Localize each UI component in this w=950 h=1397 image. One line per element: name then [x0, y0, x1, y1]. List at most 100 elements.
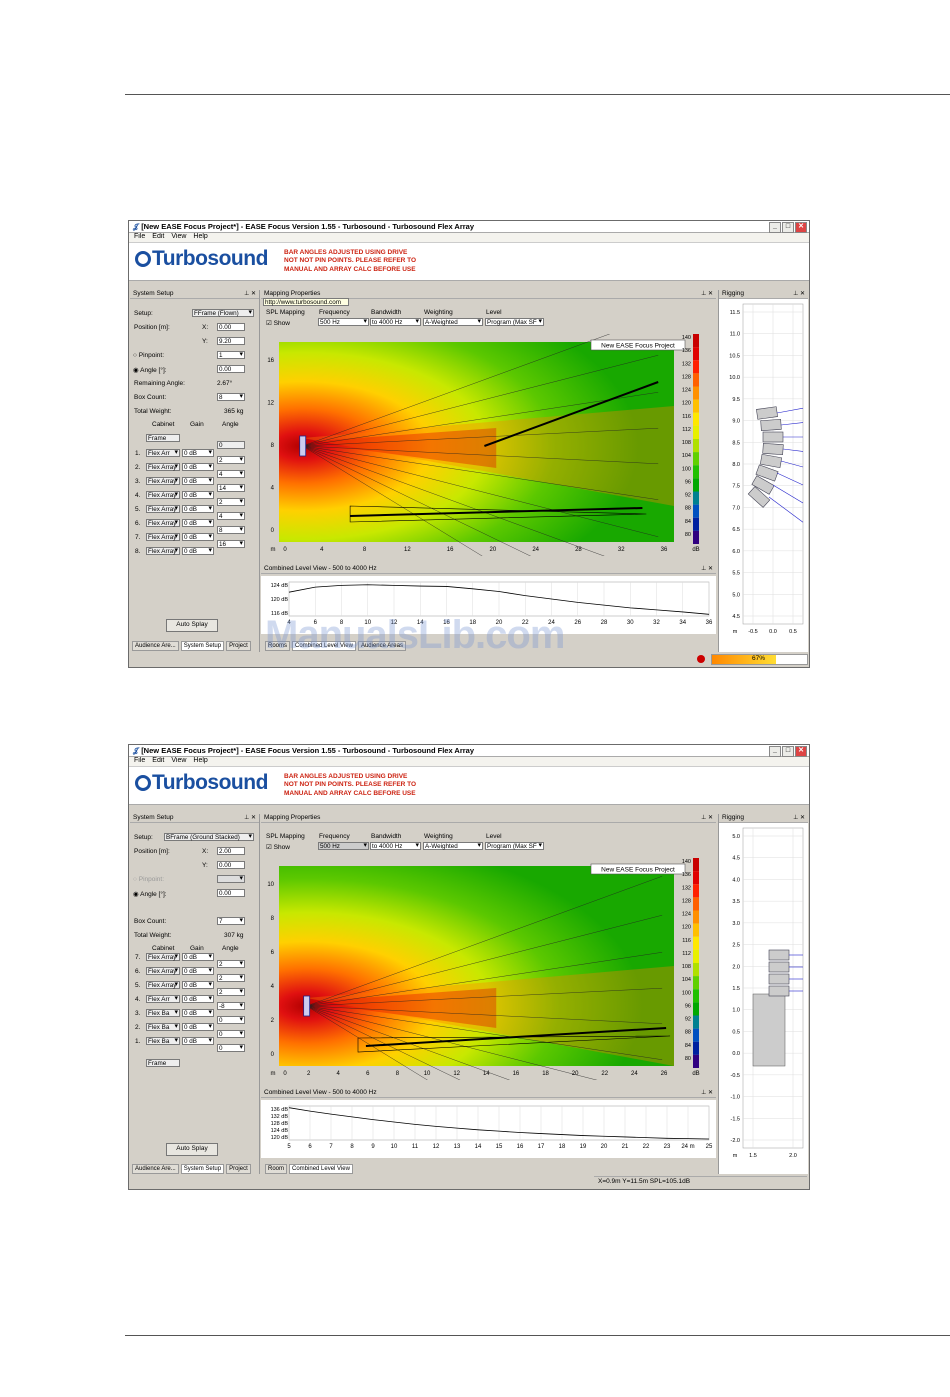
- tab-project[interactable]: Project: [226, 641, 251, 651]
- angle-select[interactable]: 2: [217, 974, 245, 982]
- cabinet-select[interactable]: Flex Ba: [146, 1023, 180, 1031]
- gain-select[interactable]: 0 dB: [182, 1037, 214, 1045]
- tab-combined-level-view[interactable]: Combined Level View: [292, 641, 356, 651]
- menu-view[interactable]: View: [171, 757, 187, 764]
- weighting-select[interactable]: A-Weighted: [423, 842, 483, 850]
- angle-select[interactable]: 2: [217, 498, 245, 506]
- tab-system-setup[interactable]: System Setup: [180, 1164, 225, 1174]
- pinpoint-radio[interactable]: ○ Pinpoint:: [133, 352, 165, 359]
- angle-select[interactable]: 2: [217, 960, 245, 968]
- show-checkbox[interactable]: ☑ Show: [266, 320, 290, 327]
- angle-select[interactable]: 4: [217, 470, 245, 478]
- cabinet-select[interactable]: Flex Array: [146, 981, 180, 989]
- gain-select[interactable]: 0 dB: [182, 967, 214, 975]
- gain-select[interactable]: 0 dB: [182, 449, 214, 457]
- pinpoint-radio[interactable]: ○ Pinpoint:: [133, 876, 165, 883]
- pin-close-icon[interactable]: ⊥ ✕: [701, 291, 713, 297]
- tab-combined-level-view[interactable]: Combined Level View: [289, 1164, 353, 1174]
- maximize-button[interactable]: □: [782, 222, 794, 233]
- tab-audience-areas[interactable]: Audience Are...: [132, 1164, 179, 1174]
- angle-select[interactable]: 0: [217, 1030, 245, 1038]
- gain-select[interactable]: 0 dB: [182, 519, 214, 527]
- pin-close-icon[interactable]: ⊥ ✕: [701, 566, 713, 572]
- angle-input[interactable]: 0.00: [217, 365, 245, 373]
- weighting-select[interactable]: A-Weighted: [423, 318, 483, 326]
- gain-select[interactable]: 0 dB: [182, 491, 214, 499]
- cabinet-select[interactable]: Flex Ba: [146, 1009, 180, 1017]
- cabinet-select[interactable]: Flex Ba: [146, 1037, 180, 1045]
- combined-level-chart[interactable]: 4 6 8 10 12 14 16 18 20 22 24 26 28 30 32 34 36 124 dB 120…: [261, 576, 716, 634]
- gain-select[interactable]: 0 dB: [182, 1009, 214, 1017]
- cabinet-select[interactable]: Flex Arr: [146, 449, 180, 457]
- tab-project[interactable]: Project: [226, 1164, 251, 1174]
- pin-close-icon[interactable]: ⊥ ✕: [701, 815, 713, 821]
- cabinet-select[interactable]: Flex Array: [146, 491, 180, 499]
- gain-select[interactable]: 0 dB: [182, 995, 214, 1003]
- pinpoint-select[interactable]: [217, 875, 245, 883]
- angle-select[interactable]: 0: [217, 1044, 245, 1052]
- y-input[interactable]: 9.20: [217, 337, 245, 345]
- gain-select[interactable]: 0 dB: [182, 533, 214, 541]
- cabinet-select[interactable]: Flex Array: [146, 953, 180, 961]
- gain-select[interactable]: 0 dB: [182, 505, 214, 513]
- pin-close-icon[interactable]: ⊥ ✕: [793, 291, 805, 297]
- menu-view[interactable]: View: [171, 233, 187, 240]
- box-count-select[interactable]: 7: [217, 917, 245, 925]
- combined-level-chart[interactable]: 5 6 7 8 9 10 11 12 13 14 15 16 17 18 19 20 21 22 23 24 m 25 1…: [261, 1100, 716, 1158]
- minimize-button[interactable]: _: [769, 746, 781, 757]
- frequency-select[interactable]: 500 Hz: [318, 842, 369, 850]
- pin-close-icon[interactable]: ⊥ ✕: [701, 1090, 713, 1096]
- angle-select[interactable]: 4: [217, 512, 245, 520]
- cabinet-select[interactable]: Flex Array: [146, 477, 180, 485]
- angle-radio[interactable]: ◉ Angle [°]:: [133, 367, 167, 374]
- angle-select[interactable]: 16: [217, 540, 245, 548]
- minimize-button[interactable]: _: [769, 222, 781, 233]
- cabinet-select[interactable]: Flex Array: [146, 547, 180, 555]
- angle-radio[interactable]: ◉ Angle [°]:: [133, 891, 167, 898]
- gain-select[interactable]: 0 dB: [182, 981, 214, 989]
- close-button[interactable]: ✕: [795, 222, 807, 233]
- auto-splay-button[interactable]: Auto Splay: [166, 1143, 218, 1156]
- bandwidth-select[interactable]: to 4000 Hz: [370, 842, 421, 850]
- cabinet-select[interactable]: Flex Array: [146, 967, 180, 975]
- gain-select[interactable]: 0 dB: [182, 477, 214, 485]
- cabinet-select[interactable]: Flex Arr: [146, 995, 180, 1003]
- auto-splay-button[interactable]: Auto Splay: [166, 619, 218, 632]
- tab-room[interactable]: Room: [265, 1164, 288, 1174]
- menu-file[interactable]: File: [134, 757, 146, 764]
- angle-select[interactable]: 2: [217, 988, 245, 996]
- menu-help[interactable]: Help: [193, 757, 208, 764]
- level-select[interactable]: Program (Max SF: [485, 318, 544, 326]
- angle-input[interactable]: 0.00: [217, 889, 245, 897]
- pin-close-icon[interactable]: ⊥ ✕: [793, 815, 805, 821]
- cabinet-select[interactable]: Flex Array: [146, 463, 180, 471]
- pin-close-icon[interactable]: ⊥ ✕: [244, 291, 256, 297]
- menu-help[interactable]: Help: [193, 233, 208, 240]
- tab-audience-areas-mid[interactable]: Audience Areas: [357, 641, 406, 651]
- pinpoint-select[interactable]: 1: [217, 351, 245, 359]
- close-button[interactable]: ✕: [795, 746, 807, 757]
- box-count-select[interactable]: 8: [217, 393, 245, 401]
- gain-select[interactable]: 0 dB: [182, 1023, 214, 1031]
- tab-system-setup[interactable]: System Setup: [180, 641, 225, 651]
- bandwidth-select[interactable]: to 4000 Hz: [370, 318, 421, 326]
- y-input[interactable]: 0.00: [217, 861, 245, 869]
- angle-select[interactable]: 14: [217, 484, 245, 492]
- show-checkbox[interactable]: ☑ Show: [266, 844, 290, 851]
- gain-select[interactable]: 0 dB: [182, 547, 214, 555]
- cabinet-select[interactable]: Flex Array: [146, 519, 180, 527]
- angle-select[interactable]: -8: [217, 1002, 245, 1010]
- cabinet-select[interactable]: Flex Array: [146, 533, 180, 541]
- menu-edit[interactable]: Edit: [152, 757, 165, 764]
- maximize-button[interactable]: □: [782, 746, 794, 757]
- x-input[interactable]: 2.00: [217, 847, 245, 855]
- angle-select[interactable]: 0: [217, 1016, 245, 1024]
- pin-close-icon[interactable]: ⊥ ✕: [244, 815, 256, 821]
- tab-audience-areas[interactable]: Audience Are...: [132, 641, 179, 651]
- cabinet-select[interactable]: Flex Array: [146, 505, 180, 513]
- setup-select[interactable]: FFrame (Flown): [192, 309, 254, 317]
- menu-file[interactable]: File: [134, 233, 146, 240]
- gain-select[interactable]: 0 dB: [182, 953, 214, 961]
